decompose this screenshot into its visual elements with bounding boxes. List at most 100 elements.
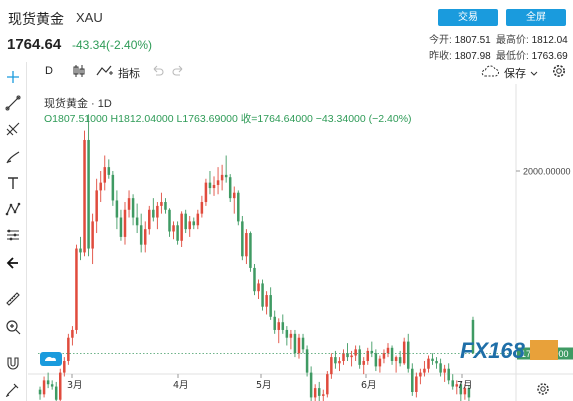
candle-body [463, 388, 467, 395]
candle-body [423, 368, 426, 373]
text-tool-icon[interactable] [2, 172, 24, 194]
indicator-icon[interactable] [96, 64, 114, 81]
gear-icon[interactable] [552, 64, 566, 81]
candle-body [160, 202, 163, 206]
candle-body [115, 200, 119, 218]
candle-body [471, 319, 475, 354]
candle-body [99, 182, 102, 191]
candle-body [406, 341, 410, 369]
zoom-in-icon[interactable] [2, 316, 24, 338]
candle-body [394, 357, 398, 361]
price-change: -43.34(-2.40%) [72, 38, 153, 52]
quote-header: 现货黄金 XAU 1764.64 -43.34(-2.40%) 交易 全屏 今开… [0, 0, 573, 62]
candle-body [83, 139, 86, 253]
candle-series [38, 114, 475, 401]
candle-body [67, 337, 70, 361]
x-tick-label: 4月 [173, 380, 189, 391]
candle-body [419, 372, 422, 377]
candle-body [127, 198, 131, 210]
watermark-badge [530, 340, 558, 360]
trend-line-icon[interactable] [2, 92, 24, 114]
x-tick-label: 7月 [457, 380, 473, 391]
candle-body [180, 213, 183, 241]
candle-body [313, 388, 317, 398]
candle-body [330, 357, 333, 375]
fullscreen-button[interactable]: 全屏 [506, 9, 566, 26]
candle-body [228, 177, 232, 199]
candle-style-icon[interactable] [72, 64, 86, 81]
x-tick-label: 6月 [361, 380, 377, 391]
back-arrow-icon[interactable] [2, 252, 24, 274]
candle-body [293, 333, 297, 354]
cloud-save-icon[interactable] [480, 64, 500, 81]
ohlc-readout: O1807.51000 H1812.04000 L1763.69000 收=17… [44, 113, 412, 125]
save-button[interactable]: 保存 [504, 68, 526, 80]
candle-body [59, 372, 62, 400]
candle-body [398, 357, 402, 364]
time-axis: 3月 4月 5月 6月 7月 [40, 352, 549, 395]
ruler-icon[interactable] [2, 288, 24, 310]
candle-body [111, 174, 115, 201]
candle-body [237, 192, 240, 222]
candle-body [265, 295, 268, 307]
price-chart[interactable]: 2000.000001764.64000 3月 4月 5月 6月 7月 FX168 [28, 84, 573, 401]
candle-body [71, 329, 74, 338]
candle-body [148, 209, 151, 230]
candle-body [184, 213, 187, 230]
candle-body [123, 209, 127, 237]
candle-body [402, 341, 406, 364]
candle-body [301, 337, 305, 350]
candle-body [443, 368, 446, 373]
candle-body [164, 202, 167, 210]
candle-body [350, 355, 353, 358]
candle-body [50, 384, 54, 387]
watermark: FX168 [460, 338, 558, 363]
candle-body [91, 221, 94, 249]
candle-body [435, 360, 438, 364]
candle-body [273, 316, 276, 330]
candle-body [297, 337, 301, 354]
trade-button[interactable]: 交易 [438, 9, 498, 26]
candle-body [467, 388, 471, 398]
symbol-code: XAU [76, 10, 103, 25]
candle-body [289, 333, 293, 338]
series-title: 现货黄金 · 1D [44, 98, 112, 110]
redo-icon[interactable] [172, 64, 186, 81]
candle-body [253, 267, 256, 292]
drawing-toolbar [0, 62, 27, 401]
candle-body [249, 233, 252, 268]
cloud-glyph-icon [45, 356, 56, 361]
undo-icon[interactable] [150, 64, 164, 81]
candle-body [212, 184, 216, 189]
axis-gear-icon [537, 383, 549, 395]
candle-body [95, 190, 98, 222]
low-quote: 最低价: 1763.69 [496, 51, 568, 62]
brush-icon[interactable] [2, 146, 24, 168]
crosshair-icon[interactable] [2, 66, 24, 88]
candle-body [38, 389, 42, 395]
chevron-down-icon[interactable] [530, 68, 538, 80]
pattern-icon[interactable] [2, 198, 24, 220]
candle-body [354, 349, 357, 356]
prediction-icon[interactable] [2, 224, 24, 246]
candle-body [415, 376, 418, 392]
magnet-icon[interactable] [2, 352, 24, 374]
candle-body [277, 322, 281, 330]
candle-body [143, 229, 147, 245]
candle-body [220, 174, 224, 181]
candle-body [46, 380, 50, 385]
candle-body [63, 360, 66, 373]
candle-body [241, 221, 244, 257]
candle-body [269, 295, 272, 317]
fib-tool-icon[interactable] [2, 118, 24, 140]
candle-body [411, 368, 414, 392]
indicators-button[interactable]: 指标 [118, 68, 140, 80]
y-tick-label: 2000.00000 [523, 167, 571, 177]
candle-body [188, 221, 191, 230]
candle-body [390, 347, 394, 361]
lock-draw-icon[interactable] [2, 378, 24, 400]
candle-body [87, 139, 90, 249]
candle-body [168, 209, 171, 232]
candle-body [131, 198, 135, 218]
interval-selector[interactable]: D [45, 65, 53, 77]
